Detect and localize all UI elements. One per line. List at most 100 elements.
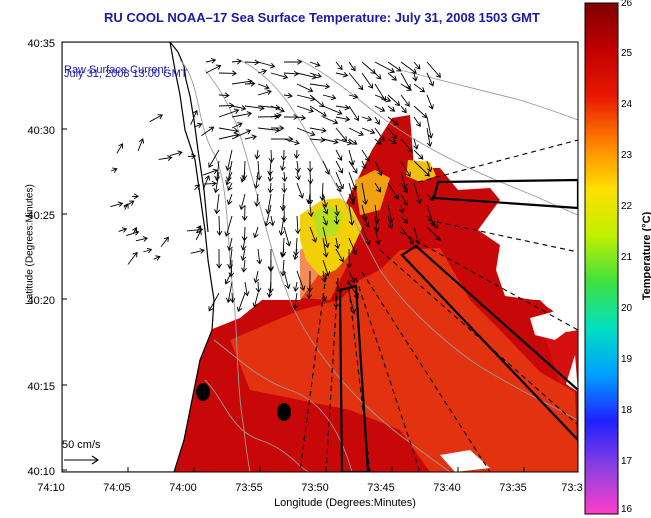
current-vector <box>227 237 233 252</box>
current-vector <box>308 204 314 218</box>
current-vector <box>227 182 233 192</box>
map-title: RU COOL NOAA–17 Sea Surface Temperature:… <box>104 10 540 25</box>
current-vector <box>374 182 381 193</box>
current-vector <box>361 149 370 162</box>
current-vector <box>270 72 289 80</box>
current-vector <box>194 122 203 129</box>
sst-mid-band <box>230 248 578 472</box>
current-vector <box>426 72 435 87</box>
current-vector <box>202 168 218 176</box>
current-vector <box>283 59 303 65</box>
current-vector <box>280 160 286 172</box>
mooring-marker <box>196 383 210 401</box>
x-tick-label: 73:55 <box>235 482 263 494</box>
current-vector <box>241 160 248 181</box>
legend-line-1: Raw Surface Current: <box>64 64 170 76</box>
current-vector <box>400 215 408 224</box>
current-vector <box>208 292 220 312</box>
current-vector <box>296 83 314 93</box>
current-vector <box>169 150 183 157</box>
colorbar-tick-label: 16 <box>621 504 633 515</box>
current-vector <box>348 204 355 226</box>
current-vector <box>253 270 260 284</box>
current-vector <box>254 149 261 160</box>
current-vector <box>225 281 233 304</box>
current-vector <box>295 171 301 181</box>
current-vector <box>204 180 217 187</box>
current-vector <box>322 226 330 249</box>
current-vector <box>149 114 163 123</box>
current-vector <box>348 193 355 206</box>
current-vector <box>400 193 408 206</box>
current-vector <box>387 182 399 200</box>
current-vector <box>296 105 314 114</box>
current-vector <box>218 102 235 109</box>
colorbar-tick-label: 21 <box>621 252 633 263</box>
current-vector <box>309 94 325 108</box>
current-vector <box>387 215 394 230</box>
current-vector <box>387 116 399 126</box>
current-vector <box>374 116 380 125</box>
current-vector <box>225 149 233 172</box>
current-vector <box>281 204 288 223</box>
current-vector <box>399 204 405 214</box>
current-vector <box>214 160 220 182</box>
current-vector <box>296 270 306 291</box>
current-vector <box>270 125 285 131</box>
current-vector <box>257 104 281 111</box>
current-vector <box>257 61 276 69</box>
current-vector <box>123 200 135 208</box>
current-vector <box>137 138 145 151</box>
current-vector <box>205 57 217 64</box>
current-vector <box>278 215 285 236</box>
legend-line-2: July 31, 2008 13:00 GMT <box>64 68 188 80</box>
current-vector <box>335 248 344 263</box>
current-vector <box>216 248 222 269</box>
x-tick-label: 74:00 <box>169 482 197 494</box>
current-vector <box>218 127 239 134</box>
current-vector <box>426 215 439 229</box>
current-vector <box>334 237 341 250</box>
current-vector <box>127 251 138 265</box>
current-vector <box>208 149 220 168</box>
current-vector <box>257 83 270 90</box>
current-vector <box>292 292 298 311</box>
current-vector <box>231 105 247 111</box>
colorbar <box>584 2 619 515</box>
current-vector <box>374 160 383 177</box>
current-vector <box>361 160 367 170</box>
current-vector <box>110 201 124 208</box>
current-vector <box>218 92 230 99</box>
survey-box-east <box>400 244 578 442</box>
current-vector <box>241 204 248 221</box>
colorbar-tick-label: 17 <box>621 456 633 467</box>
current-vector <box>244 134 257 141</box>
current-vector <box>205 64 222 74</box>
mooring-marker <box>277 403 291 421</box>
current-vector <box>374 105 386 112</box>
current-vector <box>293 149 300 160</box>
current-vector <box>307 160 313 173</box>
current-vector <box>348 281 359 299</box>
current-vector <box>110 167 118 173</box>
current-vector <box>218 132 240 140</box>
current-vector <box>264 204 272 227</box>
current-vector <box>190 248 205 254</box>
current-vector <box>281 182 288 194</box>
current-vector <box>348 105 359 122</box>
current-vector <box>387 138 397 145</box>
current-vector <box>348 160 358 174</box>
current-vector <box>348 149 355 166</box>
current-vector <box>216 215 223 236</box>
current-vector <box>335 182 342 193</box>
x-tick-label: 73:45 <box>367 482 395 494</box>
current-vector <box>361 72 374 89</box>
current-vector <box>295 160 301 173</box>
current-vector <box>231 78 253 85</box>
y-tick-label: 40:35 <box>27 38 55 50</box>
current-vector <box>283 70 299 77</box>
current-vector <box>426 193 435 201</box>
cloud-gap <box>530 310 575 340</box>
current-vector <box>413 182 422 205</box>
current-vector <box>123 203 129 210</box>
